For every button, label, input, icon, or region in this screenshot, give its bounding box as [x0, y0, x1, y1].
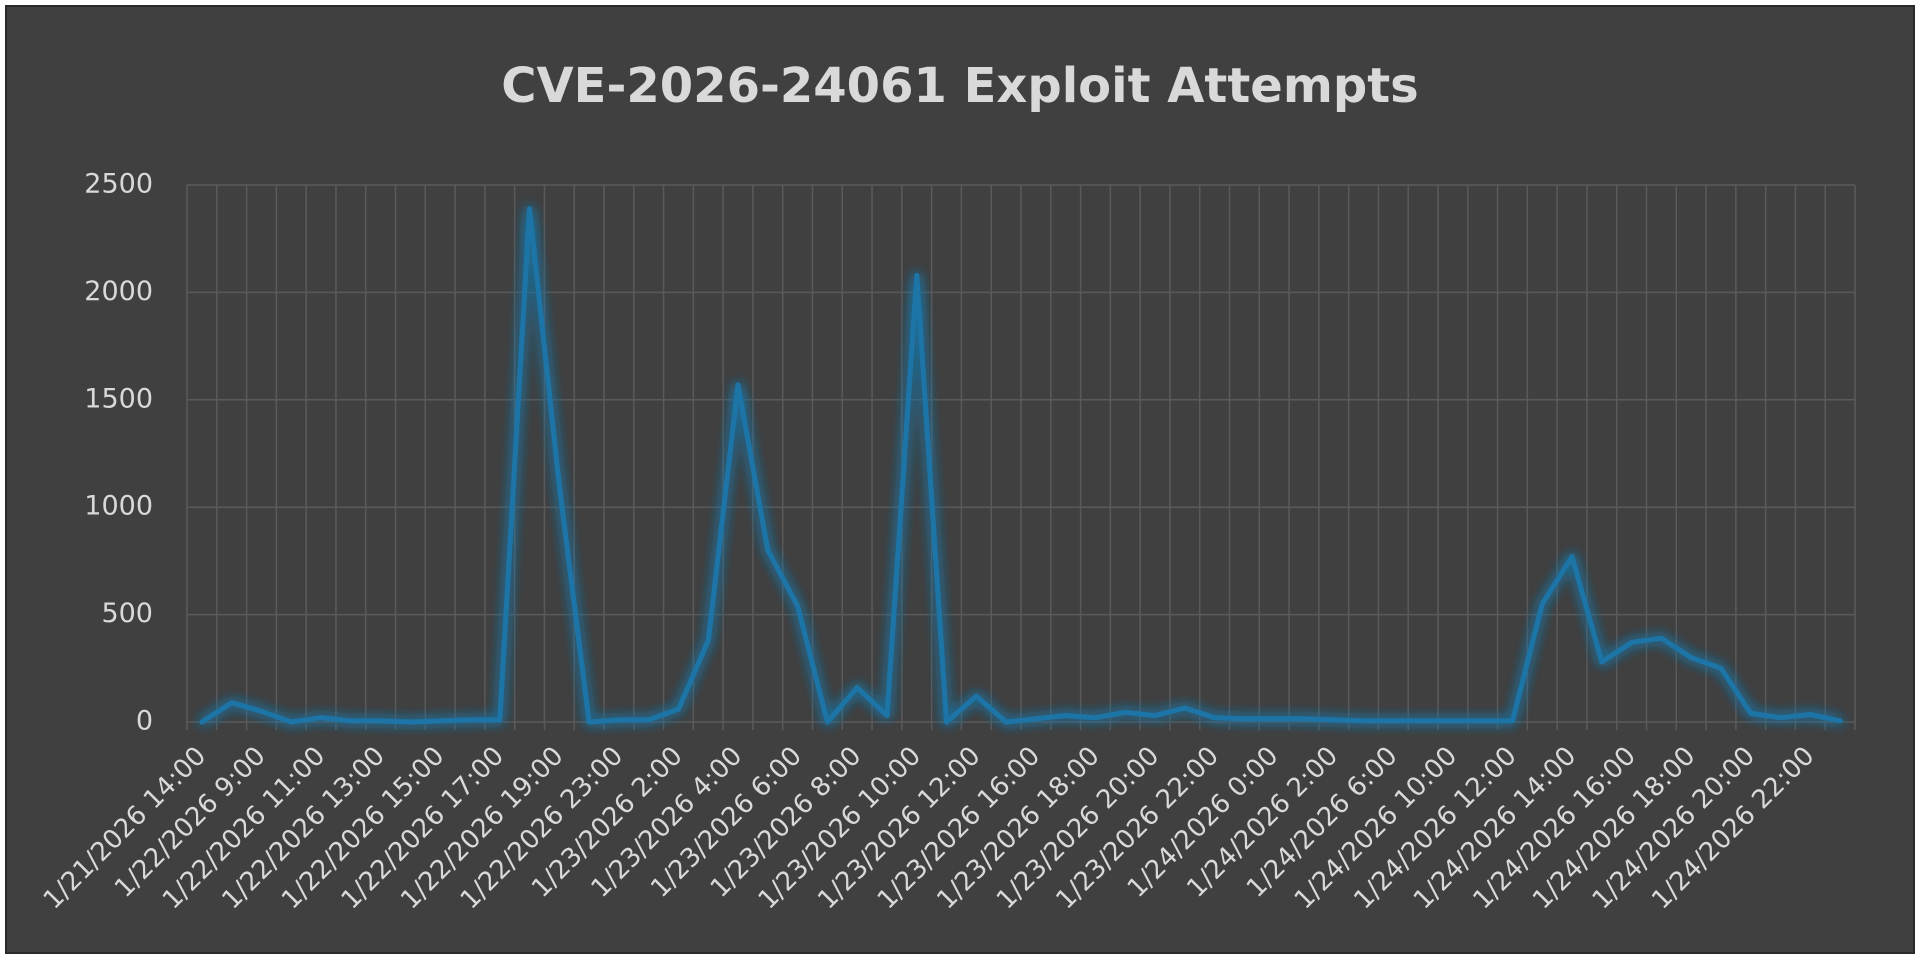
y-tick-label: 500: [101, 598, 153, 629]
chart-title: CVE-2026-24061 Exploit Attempts: [501, 58, 1418, 114]
y-tick-label: 2500: [84, 169, 153, 200]
grid: [186, 184, 1856, 730]
y-tick-label: 1500: [84, 383, 153, 414]
chart-background: [5, 5, 1915, 954]
y-tick-label: 0: [136, 706, 153, 737]
marks: [199, 206, 1843, 725]
y-tick-label: 1000: [84, 491, 153, 522]
line: [199, 206, 1843, 725]
y-tick-label: 2000: [84, 276, 153, 307]
